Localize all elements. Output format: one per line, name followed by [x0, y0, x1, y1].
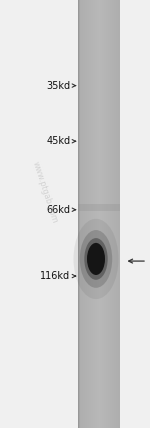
Bar — [86, 0, 87, 428]
Bar — [102, 0, 103, 428]
Ellipse shape — [84, 238, 108, 280]
Bar — [110, 0, 111, 428]
Bar — [87, 0, 88, 428]
Bar — [114, 0, 115, 428]
Bar — [81, 0, 82, 428]
Bar — [115, 0, 116, 428]
Text: 66kd: 66kd — [46, 205, 70, 215]
Bar — [78, 204, 120, 211]
Bar — [118, 0, 119, 428]
Bar — [88, 0, 89, 428]
Ellipse shape — [87, 243, 105, 275]
Bar — [104, 0, 105, 428]
Bar — [95, 0, 96, 428]
Text: 45kd: 45kd — [46, 136, 70, 146]
Bar — [119, 0, 120, 428]
Bar — [101, 0, 102, 428]
Bar — [82, 0, 83, 428]
Bar — [85, 0, 86, 428]
Bar — [97, 0, 98, 428]
Bar — [98, 0, 99, 428]
Bar — [103, 0, 104, 428]
Text: www.ptgab.com: www.ptgab.com — [31, 160, 59, 225]
Bar — [116, 0, 117, 428]
Text: 35kd: 35kd — [46, 80, 70, 91]
Text: 116kd: 116kd — [40, 271, 70, 281]
Bar — [96, 0, 97, 428]
Bar — [107, 0, 108, 428]
Bar — [106, 0, 107, 428]
Bar — [89, 0, 90, 428]
Bar — [78, 0, 79, 428]
Bar — [94, 0, 95, 428]
Bar — [79, 0, 80, 428]
Bar — [92, 0, 93, 428]
Bar — [112, 0, 113, 428]
Bar — [109, 0, 110, 428]
Bar — [91, 0, 92, 428]
Ellipse shape — [80, 230, 112, 288]
Bar — [84, 0, 85, 428]
Bar — [99, 0, 100, 428]
Bar — [83, 0, 84, 428]
Bar — [100, 0, 101, 428]
Bar — [117, 0, 118, 428]
Bar — [111, 0, 112, 428]
Bar — [108, 0, 109, 428]
Bar — [113, 0, 114, 428]
Bar — [105, 0, 106, 428]
Bar — [93, 0, 94, 428]
Ellipse shape — [74, 219, 118, 299]
Bar — [90, 0, 91, 428]
Bar — [80, 0, 81, 428]
